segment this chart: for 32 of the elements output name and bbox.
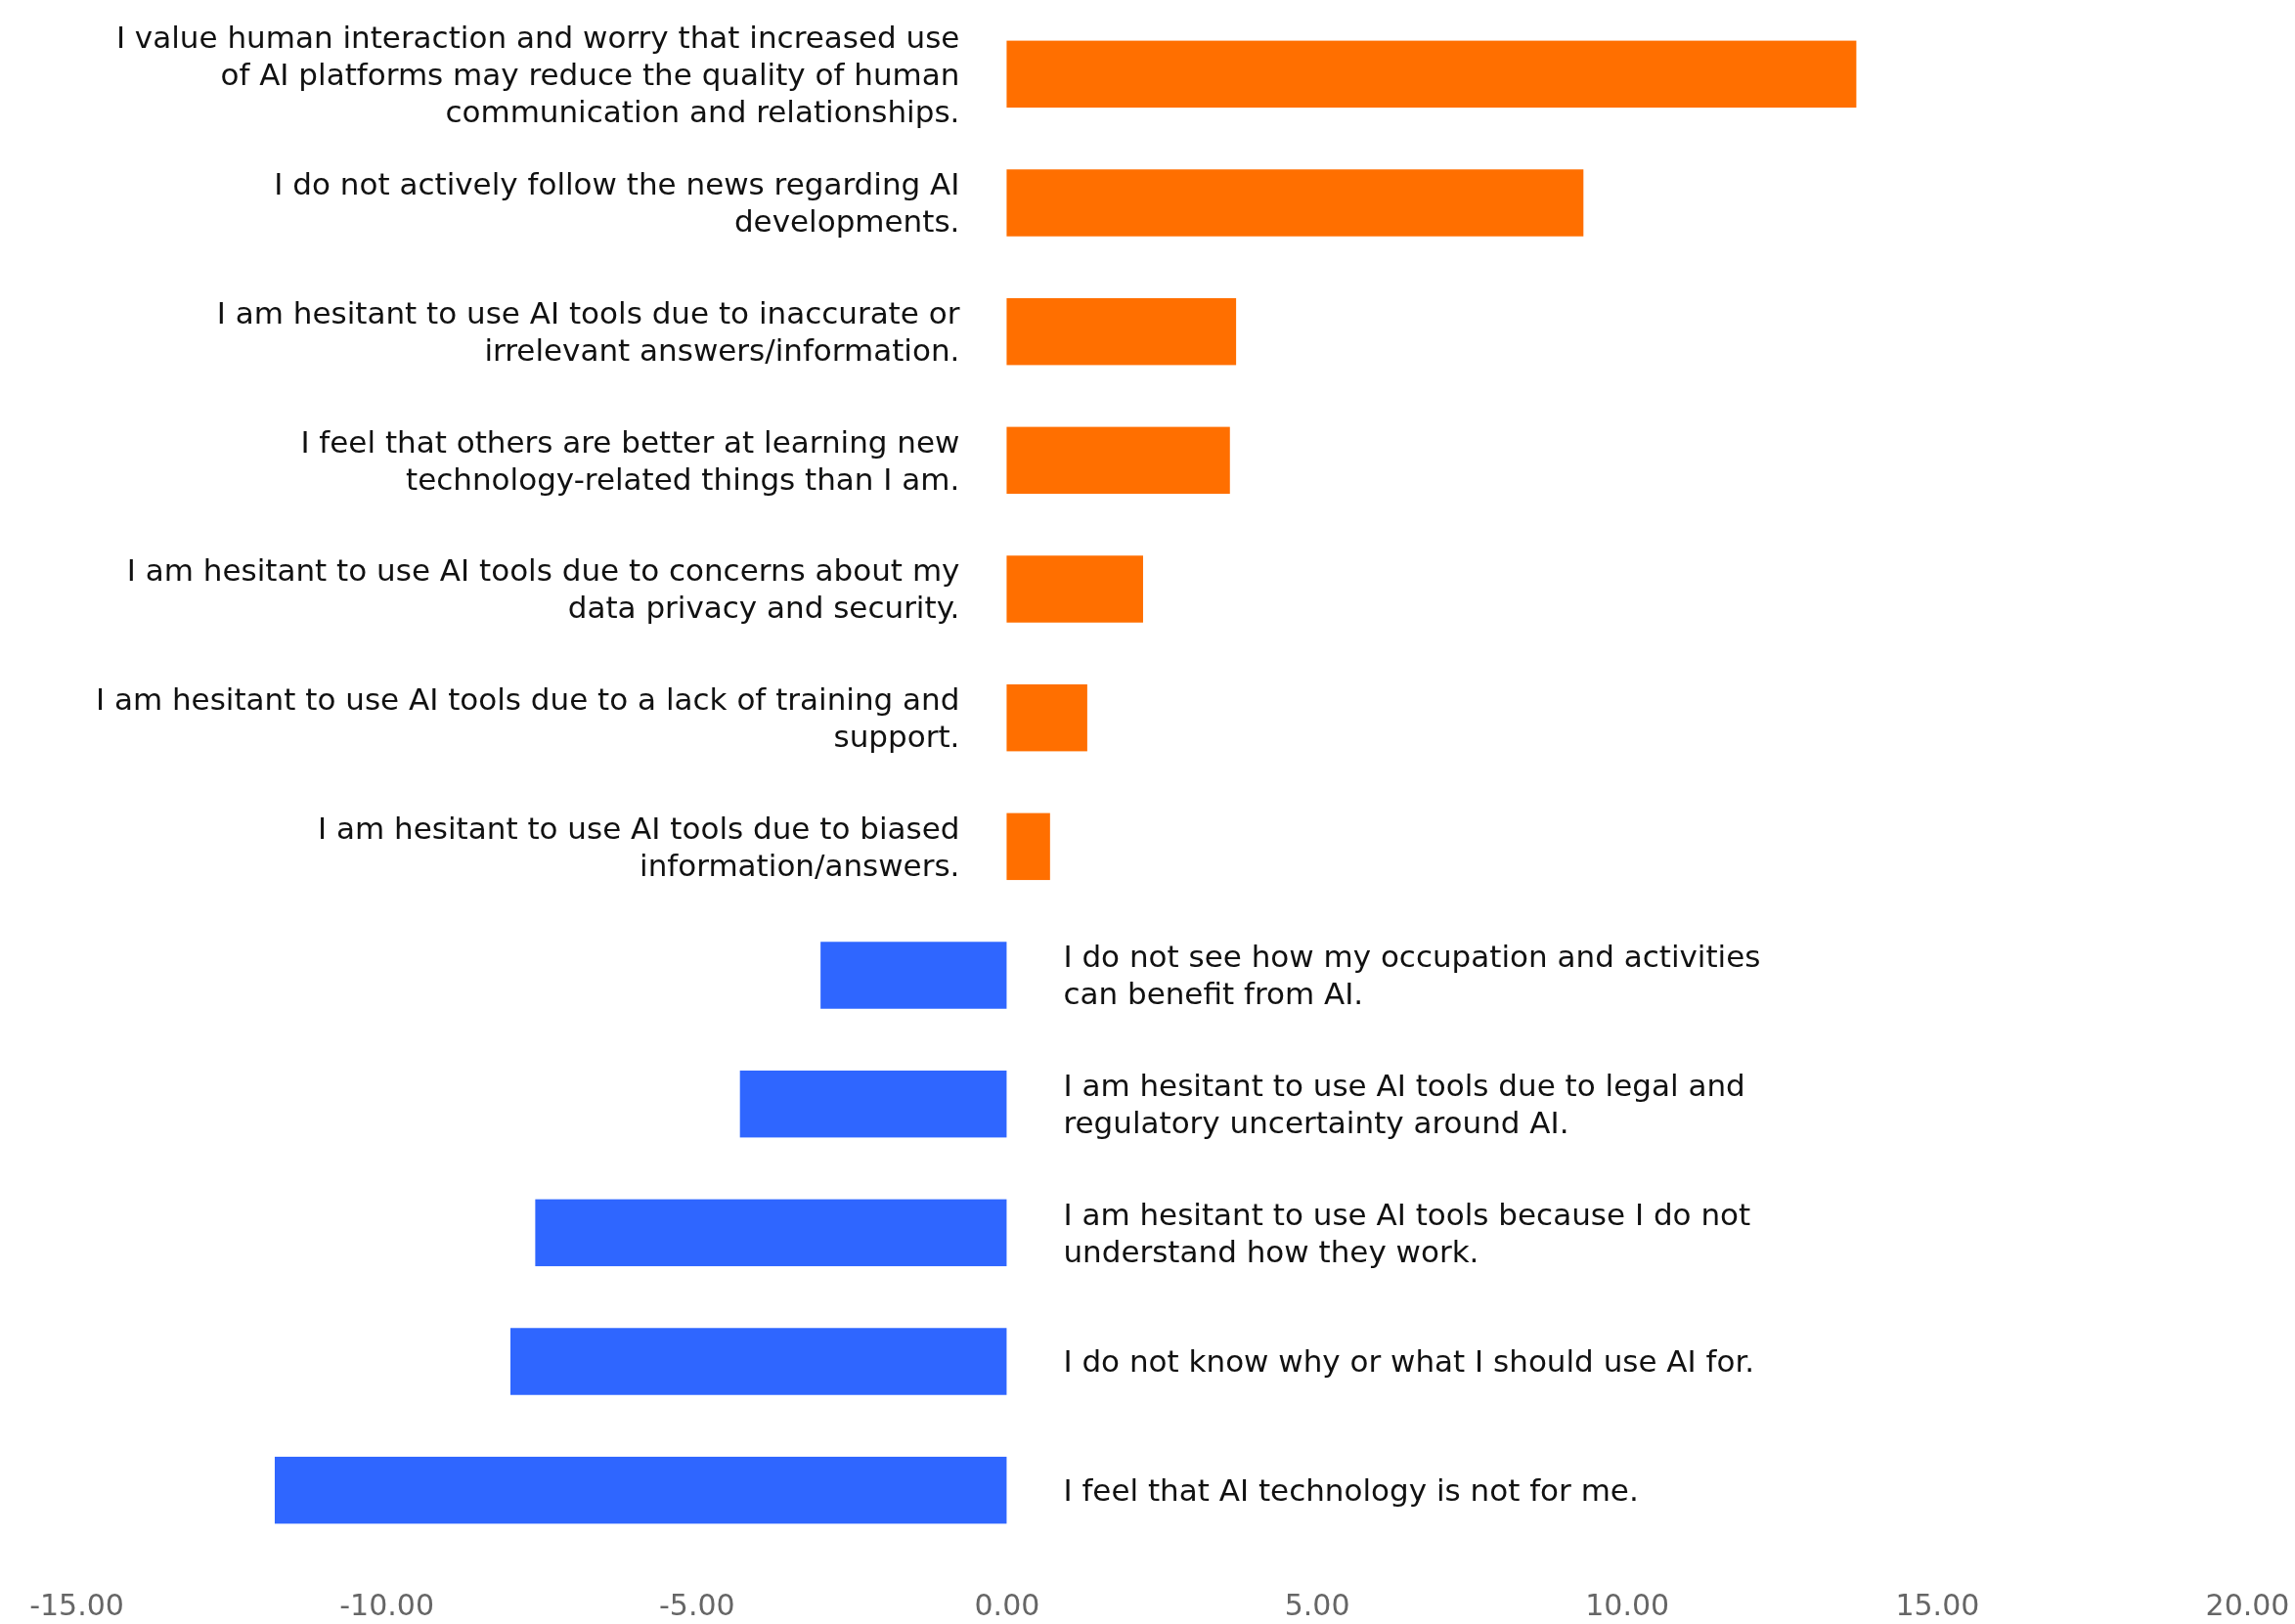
bar — [1006, 40, 1857, 109]
y-tick-label: I am hesitant to use AI tools due to legal and regulatory uncertainty around AI. — [1063, 1068, 1745, 1140]
bar — [274, 1456, 1007, 1524]
bar — [1006, 297, 1237, 366]
bar — [1006, 169, 1584, 237]
x-tick-label: 10.00 — [1585, 1588, 1670, 1622]
y-tick-label: I value human interaction and worry that increased use of AI platforms may reduce the quality of human communication and relationships. — [115, 19, 960, 129]
bar — [739, 1070, 1007, 1138]
y-tick-label: I am hesitant to use AI tools due to a lack of training and support. — [95, 681, 960, 754]
bar — [1006, 555, 1143, 623]
y-tick-label: I do not know why or what I should use AI for. — [1063, 1343, 1755, 1380]
x-tick-label: 5.00 — [1284, 1588, 1350, 1622]
x-tick-label: -10.00 — [339, 1588, 434, 1622]
y-tick-label: I am hesitant to use AI tools due to concerns about my data privacy and security. — [126, 552, 960, 626]
y-tick-label: I feel that others are better at learning new technology-related things than I am. — [300, 423, 960, 497]
y-tick-label: I am hesitant to use AI tools due to biased information/answers. — [318, 810, 960, 883]
y-tick-label: I am hesitant to use AI tools because I do not understand how they work. — [1063, 1196, 1751, 1269]
x-tick-label: 15.00 — [1895, 1588, 1980, 1622]
x-tick-label: 0.00 — [974, 1588, 1040, 1622]
bar — [1006, 683, 1087, 752]
y-tick-label: I do not see how my occupation and activities can benefit from AI. — [1063, 939, 1761, 1012]
bar — [510, 1328, 1007, 1395]
bar — [535, 1199, 1007, 1267]
y-tick-label: I do not actively follow the news regarding AI developments. — [274, 166, 960, 240]
x-tick-label: -5.00 — [658, 1588, 735, 1622]
x-tick-label: 20.00 — [2205, 1588, 2290, 1622]
bar — [1006, 426, 1230, 495]
y-tick-label: I feel that AI technology is not for me. — [1063, 1472, 1639, 1509]
bar — [1006, 812, 1050, 881]
y-tick-label: I am hesitant to use AI tools due to inaccurate or irrelevant answers/information. — [216, 295, 960, 368]
x-tick-label: -15.00 — [29, 1588, 124, 1622]
bar — [820, 942, 1007, 1009]
